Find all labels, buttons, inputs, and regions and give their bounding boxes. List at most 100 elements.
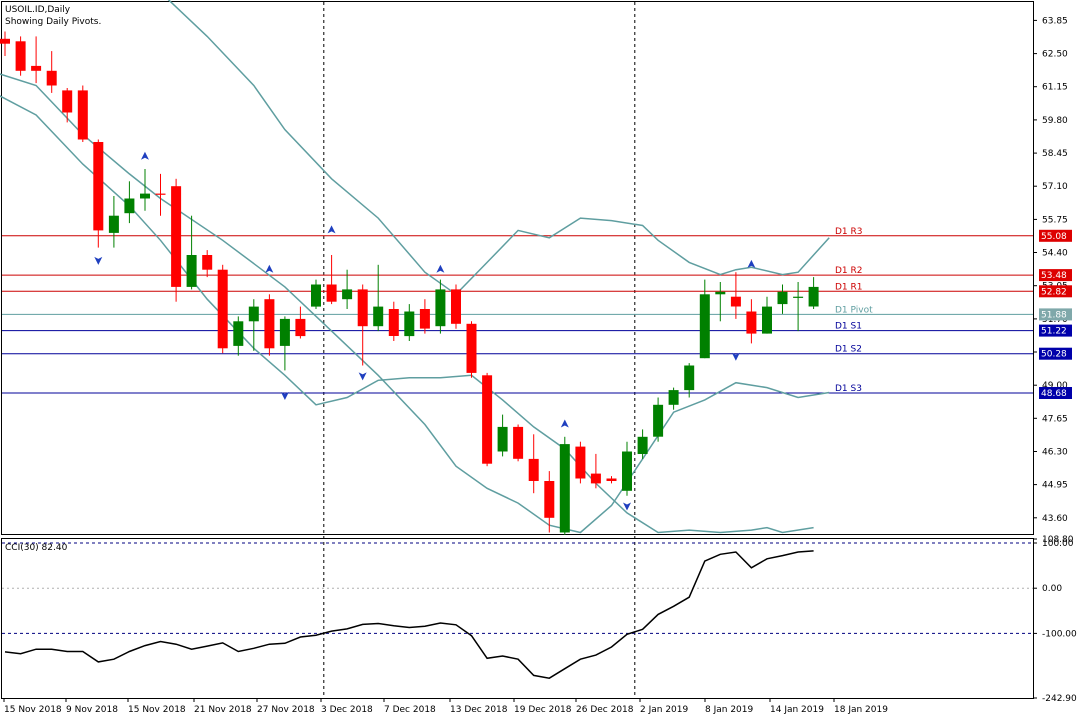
candle (419, 299, 430, 334)
price-badge-text-r2: 53.48 (1041, 271, 1067, 281)
candle (264, 294, 275, 356)
candle-body (622, 451, 632, 491)
candle-body (653, 404, 664, 437)
candle-body (155, 193, 166, 195)
y-axis-tick-label: 44.95 (1042, 481, 1068, 491)
price-badge-r3 (1039, 229, 1072, 242)
x-axis-tick-label: 21 Nov 2018 (194, 705, 252, 715)
x-axis-tick-label: 18 Jan 2019 (834, 705, 888, 715)
y-axis-tick-label: 57.10 (1042, 182, 1068, 192)
candle-body (777, 291, 788, 305)
y-axis-tick-label: 46.30 (1042, 448, 1068, 458)
cci-pane-frame (1, 538, 1034, 699)
price-badge-r2 (1039, 269, 1072, 282)
candle (793, 282, 804, 332)
candle-body (171, 186, 182, 287)
candle-body (342, 289, 353, 300)
candle (653, 397, 664, 442)
candle (171, 178, 182, 302)
candle-body (202, 255, 213, 270)
x-axis-tick-label: 13 Dec 2018 (450, 705, 508, 715)
pivot-label-p: D1 Pivot (835, 305, 873, 315)
candle (544, 471, 555, 533)
candle-body (684, 365, 695, 391)
y-axis-tick-label: 58.45 (1042, 149, 1068, 159)
candle-body (544, 481, 555, 518)
x-axis-tick-label: 2 Jan 2019 (640, 705, 688, 715)
chart-title: USOIL.ID,Daily (5, 5, 71, 15)
candle-body (93, 142, 104, 231)
candle-body (606, 478, 617, 481)
candle-body (264, 299, 275, 349)
pivot-label-s2: D1 S2 (835, 345, 862, 355)
y-axis-tick-label: 54.40 (1042, 249, 1068, 259)
y-axis-tick-label: 55.75 (1042, 215, 1068, 225)
candle (388, 301, 399, 341)
candle (77, 85, 88, 142)
candle-body (528, 458, 539, 481)
candle (404, 304, 415, 341)
candle (497, 414, 508, 457)
candle (46, 51, 57, 93)
candle (808, 277, 819, 309)
price-badge-text-s1: 51.22 (1041, 327, 1067, 337)
cci-axis-tick-label: -100.00 (1042, 629, 1077, 639)
candle (0, 31, 10, 56)
candle-body (217, 269, 228, 349)
fractal-down-arrow-icon (280, 391, 289, 400)
candle (622, 441, 632, 496)
x-axis-tick-label: 15 Nov 2018 (128, 705, 186, 715)
fractal-up-arrow-icon (140, 151, 149, 160)
candle-body (0, 38, 10, 44)
candle (342, 269, 353, 309)
pivot-label-r1: D1 R1 (835, 282, 863, 292)
candle-body (124, 198, 135, 214)
y-axis-tick-label: 62.50 (1042, 50, 1068, 60)
candle-body (248, 306, 259, 322)
fractal-down-arrow-icon (623, 502, 631, 511)
pivot-label-r3: D1 R3 (835, 227, 863, 237)
candle (730, 272, 741, 319)
candle (295, 306, 306, 339)
cci-label: CCI(30) 82.40 (5, 543, 68, 553)
candle (186, 215, 197, 290)
candle (777, 284, 788, 314)
candle (140, 169, 150, 211)
candle (357, 284, 368, 366)
candle (31, 36, 42, 84)
candle (590, 453, 601, 489)
y-axis-tick-label: 43.60 (1042, 514, 1068, 524)
x-axis-tick-label: 27 Nov 2018 (257, 705, 315, 715)
candle-body (637, 436, 648, 454)
candle (482, 372, 493, 467)
fractal-down-arrow-icon (94, 256, 103, 265)
x-axis-tick-label: 19 Dec 2018 (514, 705, 572, 715)
candle (699, 279, 710, 359)
candle-body (575, 446, 586, 479)
price-badge-s2 (1039, 347, 1072, 360)
cci-axis-tick-label: 108.80 (1042, 535, 1074, 545)
candle-body (590, 473, 601, 484)
cci-axis-tick-label: 100.00 (1042, 539, 1074, 549)
candle (279, 316, 290, 371)
candle-body (451, 289, 461, 324)
candle-body (77, 90, 88, 140)
candle-body (404, 311, 415, 337)
candle-body (186, 255, 197, 287)
candle (684, 363, 695, 398)
candle-body (108, 215, 119, 233)
candle-body (388, 309, 399, 336)
fractal-down-arrow-icon (358, 372, 367, 381)
candle-body (419, 309, 430, 329)
price-badge-text-s2: 50.28 (1041, 350, 1067, 360)
x-axis-tick-label: 7 Dec 2018 (384, 705, 436, 715)
x-axis-tick-label: 3 Dec 2018 (321, 705, 373, 715)
candle-body (357, 289, 368, 327)
candle (435, 279, 446, 334)
candle-body (373, 306, 384, 327)
bollinger-lower-band (0, 73, 830, 534)
candle (715, 282, 726, 322)
candle-body (295, 318, 306, 337)
candle-body (699, 294, 710, 359)
